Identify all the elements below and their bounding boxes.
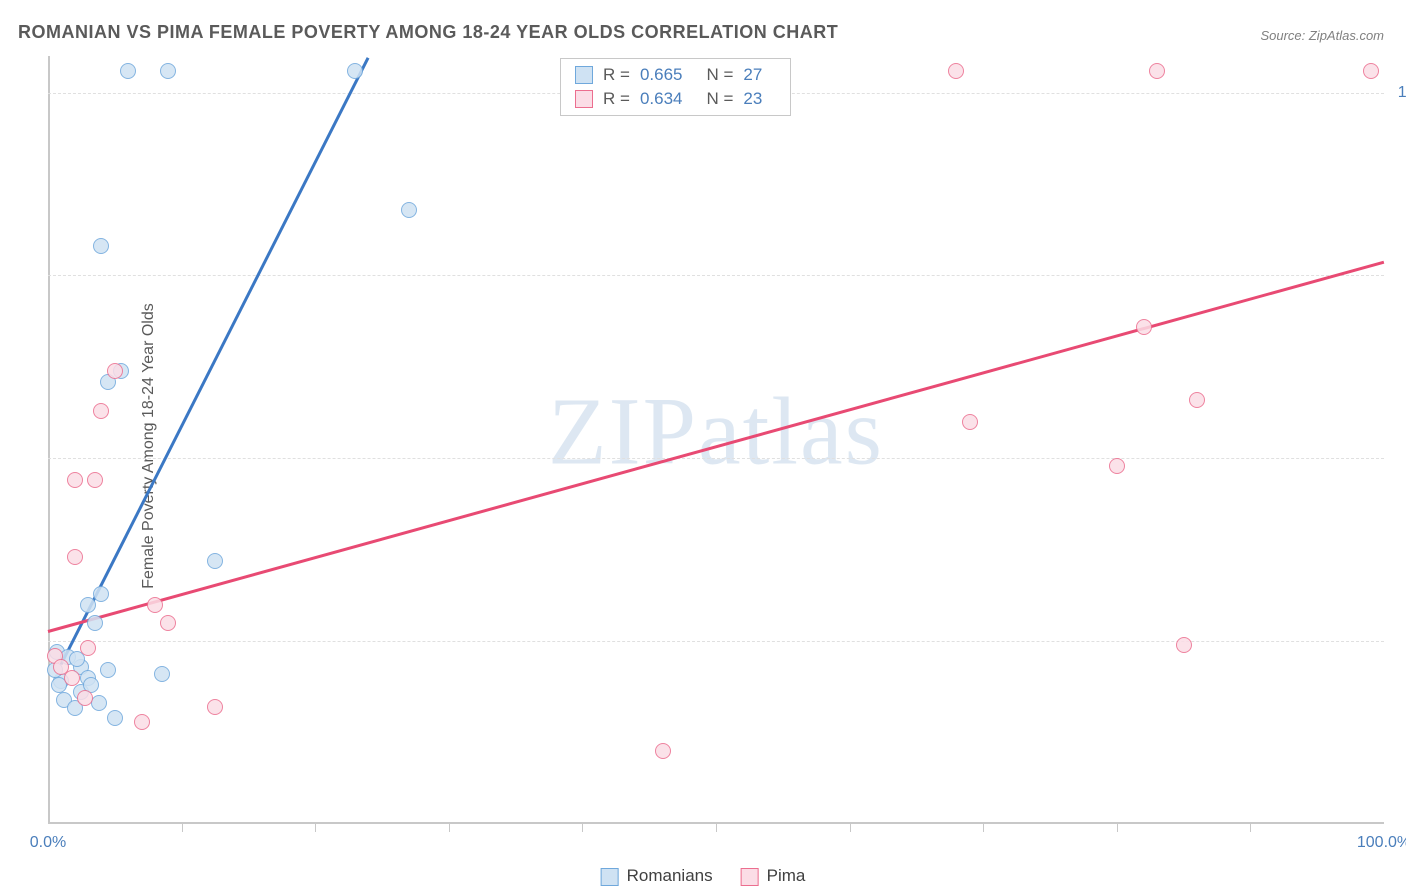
legend-item: Pima	[741, 866, 806, 886]
data-point	[93, 238, 109, 254]
y-tick-label: 75.0%	[1392, 266, 1406, 284]
legend-item: Romanians	[601, 866, 713, 886]
data-point	[134, 714, 150, 730]
data-point	[1136, 319, 1152, 335]
r-label: R =	[603, 89, 630, 109]
x-tick	[1117, 824, 1118, 832]
legend-swatch	[741, 868, 759, 886]
series-legend: Romanians Pima	[601, 866, 806, 886]
x-tick	[850, 824, 851, 832]
gridline-h	[48, 458, 1384, 459]
data-point	[154, 666, 170, 682]
n-label: N =	[706, 89, 733, 109]
y-tick-label: 100.0%	[1392, 84, 1406, 102]
x-tick	[1250, 824, 1251, 832]
legend-row: R = 0.634 N = 23	[561, 87, 790, 111]
x-tick	[182, 824, 183, 832]
data-point	[1176, 637, 1192, 653]
data-point	[53, 659, 69, 675]
x-tick-label: 100.0%	[1357, 834, 1406, 852]
data-point	[401, 202, 417, 218]
correlation-legend: R = 0.665 N = 27 R = 0.634 N = 23	[560, 58, 791, 116]
legend-swatch	[575, 90, 593, 108]
legend-label: Romanians	[627, 866, 713, 885]
y-axis	[48, 56, 50, 824]
data-point	[107, 363, 123, 379]
data-point	[207, 553, 223, 569]
data-point	[87, 615, 103, 631]
data-point	[80, 640, 96, 656]
data-point	[655, 743, 671, 759]
legend-swatch	[575, 66, 593, 84]
data-point	[160, 615, 176, 631]
data-point	[1189, 392, 1205, 408]
x-tick	[449, 824, 450, 832]
y-tick-label: 50.0%	[1392, 449, 1406, 467]
data-point	[147, 597, 163, 613]
chart-title: ROMANIAN VS PIMA FEMALE POVERTY AMONG 18…	[18, 22, 838, 43]
data-point	[100, 662, 116, 678]
trend-line	[48, 261, 1385, 633]
r-label: R =	[603, 65, 630, 85]
x-tick	[582, 824, 583, 832]
watermark: ZIPatlas	[548, 376, 884, 487]
x-tick-label: 0.0%	[30, 834, 66, 852]
legend-swatch	[601, 868, 619, 886]
data-point	[347, 63, 363, 79]
data-point	[207, 699, 223, 715]
data-point	[67, 472, 83, 488]
data-point	[80, 597, 96, 613]
n-value: 27	[743, 65, 762, 85]
data-point	[67, 549, 83, 565]
plot-area: ZIPatlas 25.0%50.0%75.0%100.0%0.0%100.0%	[48, 56, 1384, 824]
data-point	[948, 63, 964, 79]
data-point	[1109, 458, 1125, 474]
x-tick	[315, 824, 316, 832]
data-point	[1363, 63, 1379, 79]
data-point	[1149, 63, 1165, 79]
x-tick	[983, 824, 984, 832]
data-point	[93, 403, 109, 419]
data-point	[160, 63, 176, 79]
data-point	[77, 690, 93, 706]
r-value: 0.634	[640, 89, 683, 109]
trend-line	[60, 57, 370, 665]
n-value: 23	[743, 89, 762, 109]
x-tick	[716, 824, 717, 832]
r-value: 0.665	[640, 65, 683, 85]
data-point	[93, 586, 109, 602]
data-point	[120, 63, 136, 79]
gridline-h	[48, 275, 1384, 276]
data-point	[87, 472, 103, 488]
legend-label: Pima	[767, 866, 806, 885]
data-point	[107, 710, 123, 726]
legend-row: R = 0.665 N = 27	[561, 63, 790, 87]
y-tick-label: 25.0%	[1392, 632, 1406, 650]
data-point	[962, 414, 978, 430]
n-label: N =	[706, 65, 733, 85]
source-label: Source: ZipAtlas.com	[1260, 28, 1384, 43]
